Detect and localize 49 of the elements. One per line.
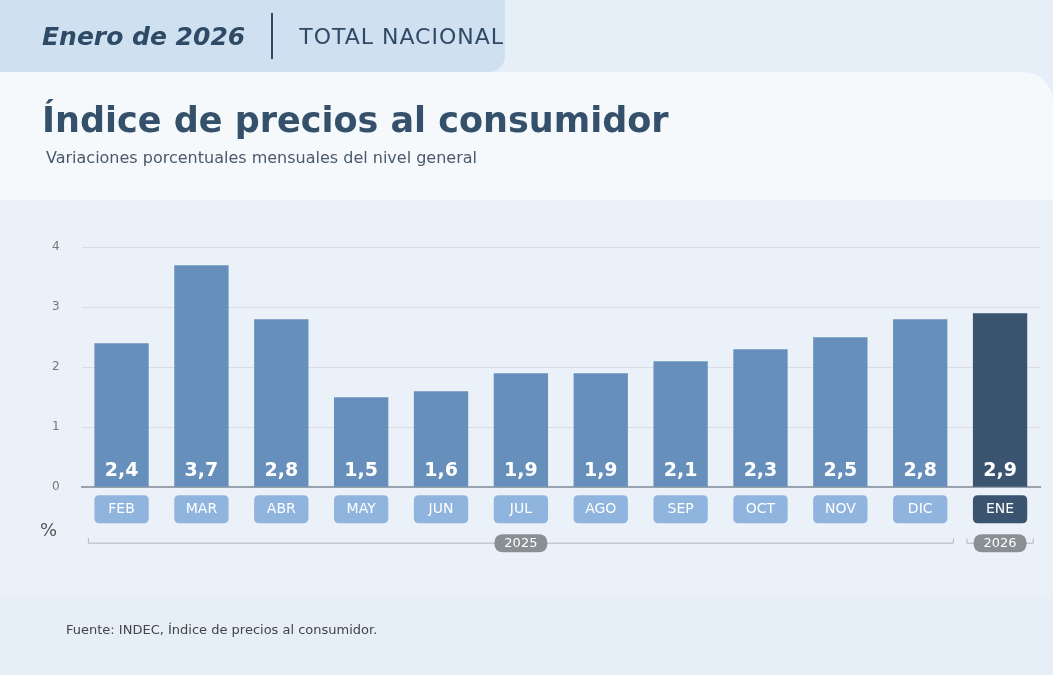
bar xyxy=(413,391,469,487)
bar xyxy=(893,319,948,487)
x-tick-label: OCT xyxy=(745,500,776,517)
text: Enero de 2026 xyxy=(42,21,246,51)
data-label: 2,8 xyxy=(903,457,938,480)
data-label: 2,4 xyxy=(104,457,139,480)
y-axis-title: % xyxy=(40,518,58,540)
text: 2025 xyxy=(504,534,538,550)
data-label: 3,7 xyxy=(184,457,219,480)
text: 2026 xyxy=(983,534,1017,550)
data-label: 1,5 xyxy=(344,457,378,480)
x-tick-label: FEB xyxy=(108,500,135,517)
x-tick-label: MAR xyxy=(185,500,218,517)
x-tick-label: ABR xyxy=(266,500,297,517)
y-tick-label: 1 xyxy=(51,419,60,434)
bar xyxy=(254,319,309,487)
x-tick-label: JUL xyxy=(508,500,533,517)
bar xyxy=(653,361,708,487)
bar xyxy=(94,343,149,487)
bar xyxy=(733,349,788,487)
source-note: Fuente: INDEC, Índice de precios al consumidor. xyxy=(66,622,378,637)
data-label: 2,8 xyxy=(264,457,299,480)
bar xyxy=(972,313,1028,487)
x-tick-label: JUN xyxy=(427,500,454,517)
bar xyxy=(813,337,868,487)
data-label: 1,9 xyxy=(504,457,538,480)
bar xyxy=(573,373,628,487)
chart-title: Índice de precios al consumidor xyxy=(42,100,669,140)
x-tick-label: DIC xyxy=(907,500,933,517)
y-tick-label: 3 xyxy=(51,299,60,314)
text: TOTAL NACIONAL xyxy=(299,23,505,49)
data-label: 2,9 xyxy=(983,457,1017,480)
x-tick-label: MAY xyxy=(346,500,377,517)
y-tick-label: 0 xyxy=(51,479,60,494)
y-tick-label: 4 xyxy=(51,239,60,254)
x-tick-label: SEP xyxy=(667,500,694,517)
data-label: 2,5 xyxy=(823,457,858,480)
x-tick-label: ENE xyxy=(985,500,1015,517)
data-label: 2,1 xyxy=(663,457,698,480)
data-label: 1,6 xyxy=(424,457,458,480)
data-label: 1,9 xyxy=(583,457,618,480)
bar xyxy=(174,265,229,487)
data-label: 2,3 xyxy=(743,457,778,480)
x-tick-label: NOV xyxy=(824,500,857,517)
y-tick-label: 2 xyxy=(51,359,60,374)
bar xyxy=(334,397,389,487)
bar xyxy=(493,373,549,487)
x-tick-label: AGO xyxy=(585,500,617,517)
chart-subtitle: Variaciones porcentuales mensuales del nivel general xyxy=(46,148,477,167)
